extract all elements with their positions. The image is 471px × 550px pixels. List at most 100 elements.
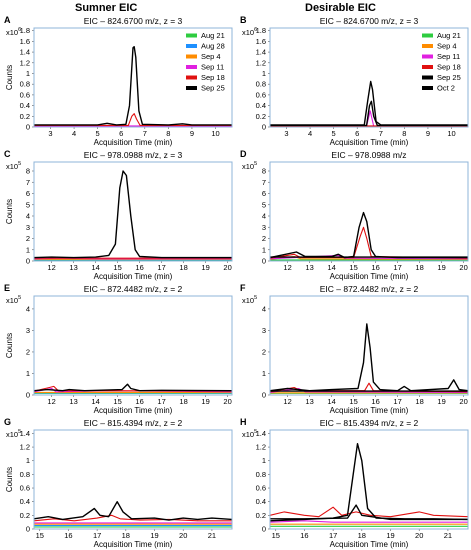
y-tick-label: 8 <box>26 167 30 176</box>
panel-label: H <box>240 417 247 427</box>
plot-frame <box>33 161 233 262</box>
y-tick-label: 4 <box>262 212 266 221</box>
x-axis-label: Acquisition Time (min) <box>94 540 173 549</box>
y-tick-label: 0.4 <box>20 497 30 506</box>
y-tick-label: 0 <box>262 525 266 534</box>
chart-title: EIC – 815.4394 m/z, z = 2 <box>320 418 419 428</box>
chart-title: EIC – 824.6700 m/z, z = 3 <box>84 16 183 26</box>
x-tick-label: 19 <box>437 397 445 406</box>
y-tick-label: 1.2 <box>20 58 30 67</box>
legend-swatch <box>422 65 433 69</box>
y-tick-label: 1.2 <box>20 443 30 452</box>
x-axis-label: Acquisition Time (min) <box>330 540 409 549</box>
series-line <box>270 100 468 127</box>
x-tick-label: 12 <box>283 263 291 272</box>
x-tick-label: 19 <box>437 263 445 272</box>
panel-label: G <box>4 417 11 427</box>
x-tick-label: 12 <box>283 397 291 406</box>
y-tick-label: 4 <box>26 212 30 221</box>
legend-label: Sep 18 <box>437 63 461 72</box>
legend-label: Sep 4 <box>201 52 221 61</box>
series-line <box>269 226 469 259</box>
plot-frame <box>269 429 469 530</box>
x-tick-label: 18 <box>415 263 423 272</box>
y-tick-label: 1.8 <box>256 26 266 35</box>
y-tick-label: 0.6 <box>20 90 30 99</box>
chart-title: EIC – 872.4482 m/z, z = 2 <box>84 284 183 294</box>
y-tick-label: 7 <box>26 178 30 187</box>
x-axis-label: Acquisition Time (min) <box>330 138 409 147</box>
y-tick-label: 0.8 <box>20 470 30 479</box>
y-tick-label: 1.4 <box>20 48 30 57</box>
plot-frame <box>33 295 233 396</box>
y-tick-label: 0.6 <box>256 90 266 99</box>
legend-swatch <box>186 75 197 80</box>
y-tick-label: 4 <box>26 304 30 313</box>
x-axis-label: Acquisition Time (min) <box>330 272 409 281</box>
panel-label: C <box>4 149 11 159</box>
y-tick-label: 8 <box>262 167 266 176</box>
legend-swatch <box>422 75 433 80</box>
x-tick-label: 16 <box>135 263 143 272</box>
x-tick-label: 20 <box>223 397 231 406</box>
y-tick-label: 1 <box>262 456 266 465</box>
x-tick-label: 18 <box>415 397 423 406</box>
x-tick-label: 21 <box>444 531 452 540</box>
y-exponent: 5 <box>18 429 21 435</box>
series-line <box>33 385 233 392</box>
legend-label: Sep 11 <box>201 63 224 72</box>
y-exponent: 6 <box>254 27 257 33</box>
x-tick-label: 16 <box>135 397 143 406</box>
x-tick-label: 12 <box>47 263 55 272</box>
x-tick-label: 12 <box>47 397 55 406</box>
x-tick-label: 18 <box>179 263 187 272</box>
x-tick-label: 17 <box>393 397 401 406</box>
x-tick-label: 14 <box>327 397 335 406</box>
y-axis-label: Counts <box>5 199 14 224</box>
y-tick-label: 0 <box>262 123 266 132</box>
y-tick-label: 3 <box>26 326 30 335</box>
x-tick-label: 13 <box>69 397 77 406</box>
y-tick-label: 0.2 <box>256 511 266 520</box>
x-tick-label: 15 <box>113 263 121 272</box>
x-tick-label: 5 <box>332 129 336 138</box>
y-tick-label: 1 <box>26 245 30 254</box>
x-tick-label: 20 <box>223 263 231 272</box>
series-line <box>269 211 468 259</box>
x-tick-label: 8 <box>402 129 406 138</box>
x-tick-label: 16 <box>371 397 379 406</box>
y-tick-label: 0.2 <box>20 112 30 121</box>
y-tick-label: 0.4 <box>20 101 30 110</box>
x-tick-label: 14 <box>91 397 99 406</box>
x-tick-label: 15 <box>113 397 121 406</box>
x-axis-label: Acquisition Time (min) <box>330 406 409 415</box>
x-tick-label: 16 <box>300 531 308 540</box>
chart-title: EIC – 978.0988 m/z <box>331 150 406 160</box>
panel-label: D <box>240 149 247 159</box>
x-tick-label: 14 <box>91 263 99 272</box>
y-tick-label: 6 <box>26 189 30 198</box>
y-multiplier: x106 <box>242 27 257 37</box>
y-multiplier: x105 <box>242 429 257 439</box>
legend-swatch <box>186 86 197 90</box>
panel-label: F <box>240 283 246 293</box>
plot-frame <box>269 27 469 128</box>
y-tick-label: 1.4 <box>256 429 266 438</box>
y-tick-label: 4 <box>262 304 266 313</box>
series-line <box>270 504 468 521</box>
x-tick-label: 18 <box>358 531 366 540</box>
y-tick-label: 2 <box>26 347 30 356</box>
legend-label: Aug 21 <box>437 31 461 40</box>
y-tick-label: 0.6 <box>20 484 30 493</box>
legend-label: Sep 11 <box>437 52 460 61</box>
x-tick-label: 17 <box>393 263 401 272</box>
y-tick-label: 0.4 <box>256 101 266 110</box>
legend-swatch <box>422 54 433 59</box>
x-tick-label: 9 <box>190 129 194 138</box>
y-tick-label: 0 <box>26 391 30 400</box>
x-tick-label: 19 <box>386 531 394 540</box>
y-tick-label: 0.8 <box>20 80 30 89</box>
legend-swatch <box>186 54 197 59</box>
panel-b: B EIC – 824.6700 m/z, z = 3 x106 0 0.2 0.4 0.6… <box>236 14 471 147</box>
y-tick-label: 1.4 <box>256 48 266 57</box>
